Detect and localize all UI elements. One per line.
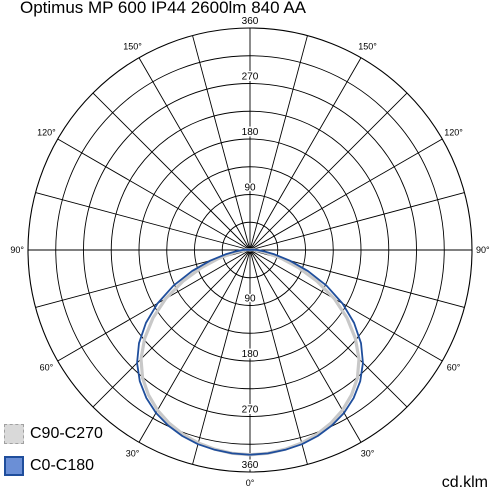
angle-label: 120° [444,128,463,138]
legend-item-c90-c270: C90-C270 [4,424,103,444]
radial-tick-label: 90 [244,183,256,194]
grid-spoke [92,249,251,408]
radial-tick-label: 90 [244,294,256,305]
legend-item-c0-c180: C0-C180 [4,456,94,476]
radial-tick-label: 270 [242,72,259,83]
series-curve-c0-c180 [136,248,364,456]
grid-spoke [249,57,362,251]
legend-label-c0-c180: C0-C180 [30,457,95,474]
angle-label: 30° [126,449,140,459]
angle-label: 90° [476,245,490,255]
grid-spoke [249,249,408,408]
grid-spoke [35,192,251,251]
radial-tick-label: 360 [242,16,259,27]
angle-label: 150° [123,41,142,51]
grid-spoke [57,249,251,362]
grid-spoke [192,249,251,465]
unit-label: cd.klm [441,474,488,491]
legend-swatch-c90-c270 [4,424,24,444]
grid-spoke [92,92,251,251]
grid-spoke [249,249,308,465]
angle-label: 90° [10,245,24,255]
chart-title: Optimus MP 600 IP44 2600lm 840 AA [20,0,307,17]
angle-label: 0° [246,478,255,488]
grid-spoke [192,35,251,251]
radial-tick-label: 180 [242,349,259,360]
grid-spoke [249,35,308,251]
angle-label: 60° [447,363,461,373]
grid-spoke [249,192,465,251]
angle-label: 30° [361,449,375,459]
grid-spoke [249,138,443,251]
legend-swatch-c0-c180 [4,456,24,476]
grid-spoke [138,57,251,251]
angle-label: 60° [40,363,54,373]
angle-label: 120° [37,128,56,138]
grid-spoke [249,92,408,251]
radial-tick-label: 180 [242,127,259,138]
grid-spoke [249,249,443,362]
legend-label-c90-c270: C90-C270 [30,425,103,442]
radial-tick-label: 360 [242,460,259,471]
angle-label: 150° [358,41,377,51]
grid-spoke [57,138,251,251]
radial-tick-label: 270 [242,405,259,416]
